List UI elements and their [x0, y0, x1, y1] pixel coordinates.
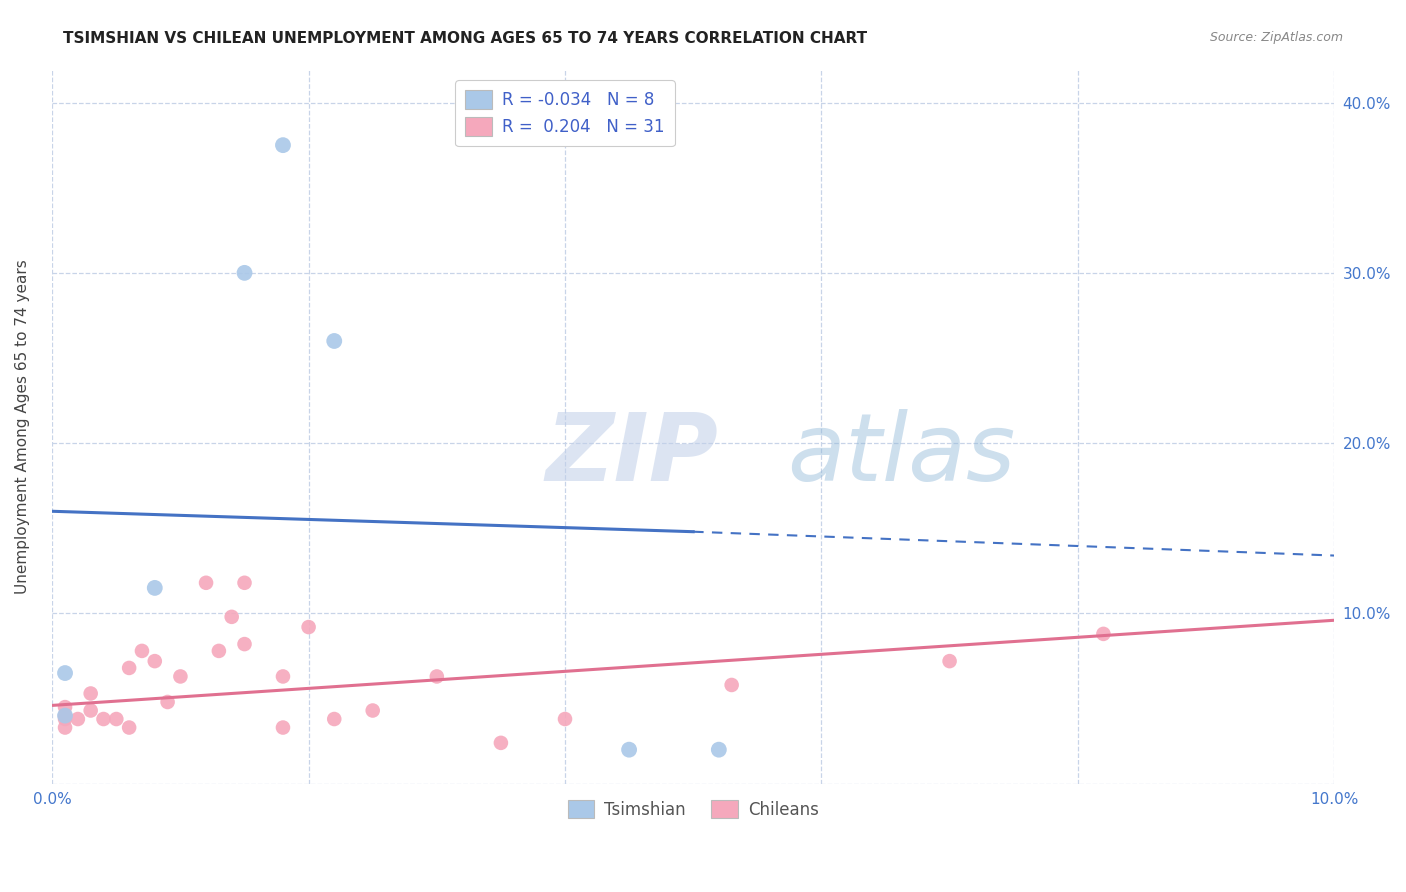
Point — [143, 581, 166, 595]
Point — [53, 712, 76, 726]
Y-axis label: Unemployment Among Ages 65 to 74 years: Unemployment Among Ages 65 to 74 years — [15, 259, 30, 593]
Point — [297, 620, 319, 634]
Point — [105, 712, 128, 726]
Point — [426, 669, 449, 683]
Point — [195, 575, 218, 590]
Point — [938, 654, 960, 668]
Point — [720, 678, 742, 692]
Point — [53, 700, 76, 714]
Point — [208, 644, 231, 658]
Point — [707, 742, 730, 756]
Point — [53, 666, 76, 681]
Point — [271, 138, 294, 153]
Text: ZIP: ZIP — [546, 409, 718, 500]
Point — [271, 669, 294, 683]
Point — [53, 708, 76, 723]
Point — [554, 712, 576, 726]
Text: Source: ZipAtlas.com: Source: ZipAtlas.com — [1209, 31, 1343, 45]
Point — [156, 695, 179, 709]
Point — [361, 704, 384, 718]
Point — [118, 721, 141, 735]
Point — [221, 610, 243, 624]
Point — [233, 575, 256, 590]
Point — [489, 736, 512, 750]
Point — [323, 334, 346, 348]
Point — [169, 669, 191, 683]
Point — [323, 712, 346, 726]
Point — [93, 712, 115, 726]
Text: TSIMSHIAN VS CHILEAN UNEMPLOYMENT AMONG AGES 65 TO 74 YEARS CORRELATION CHART: TSIMSHIAN VS CHILEAN UNEMPLOYMENT AMONG … — [63, 31, 868, 46]
Point — [79, 686, 101, 700]
Point — [131, 644, 153, 658]
Point — [1092, 627, 1115, 641]
Point — [79, 704, 101, 718]
Point — [617, 742, 640, 756]
Point — [118, 661, 141, 675]
Point — [233, 266, 256, 280]
Point — [53, 708, 76, 723]
Point — [271, 721, 294, 735]
Text: atlas: atlas — [787, 409, 1015, 500]
Point — [66, 712, 89, 726]
Point — [143, 654, 166, 668]
Legend: Tsimshian, Chileans: Tsimshian, Chileans — [561, 794, 825, 825]
Point — [53, 721, 76, 735]
Point — [233, 637, 256, 651]
